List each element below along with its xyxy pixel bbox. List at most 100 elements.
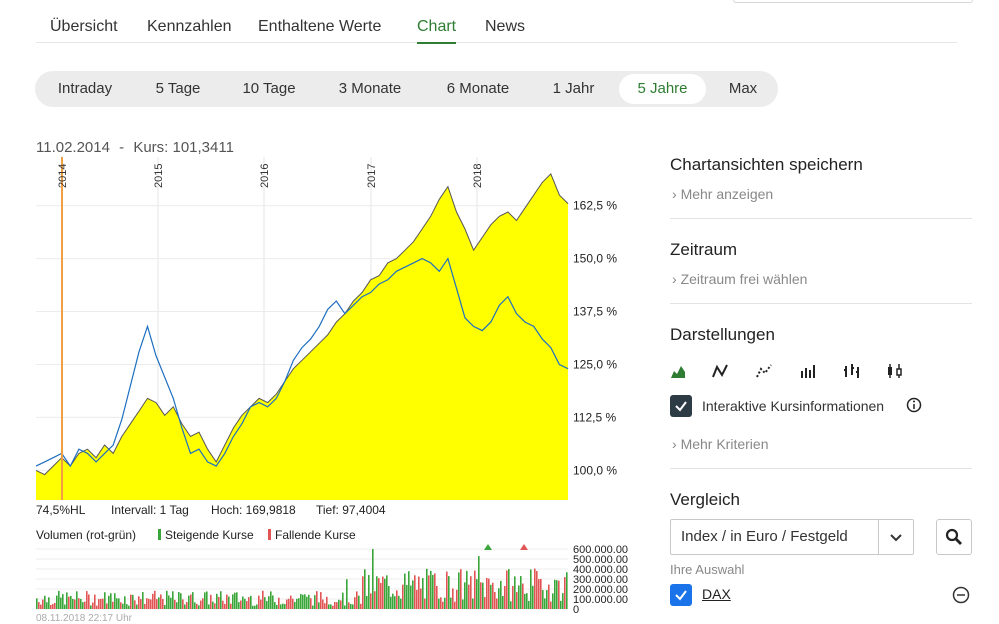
period-1-jahr[interactable]: 1 Jahr xyxy=(552,80,595,97)
volume-bar xyxy=(326,596,328,609)
more-criteria-link[interactable]: › Mehr Kriterien xyxy=(672,436,768,452)
volume-bar xyxy=(214,603,216,609)
chevron-down-icon[interactable] xyxy=(878,520,913,554)
volume-bar xyxy=(294,601,296,609)
volume-bar xyxy=(44,595,46,609)
volume-bar xyxy=(392,593,394,609)
top-search-field[interactable] xyxy=(733,0,973,3)
chart-info-separator: - xyxy=(119,139,125,156)
volume-bar xyxy=(258,595,260,609)
volume-bar xyxy=(278,597,280,609)
line-chart-icon[interactable] xyxy=(712,363,728,384)
interactive-info-label: Interaktive Kursinformationen xyxy=(702,398,885,414)
volume-bar xyxy=(220,591,222,609)
volume-bar xyxy=(90,605,92,609)
y-tick-label: 150,0 % xyxy=(573,252,617,266)
volume-bar xyxy=(350,603,352,609)
x-tick-label: 2018 xyxy=(472,164,484,188)
tab-news[interactable]: News xyxy=(485,18,526,35)
tab-kennzahlen[interactable]: Kennzahlen xyxy=(147,18,232,35)
volume-bar xyxy=(180,593,182,609)
compare-search-button[interactable] xyxy=(936,519,972,555)
volume-bar xyxy=(52,603,54,609)
tab-enthaltene-werte[interactable]: Enthaltene Werte xyxy=(258,18,382,35)
volume-bar xyxy=(480,582,482,609)
volume-bar xyxy=(194,602,196,609)
volume-bar xyxy=(418,576,420,609)
period-free-select-label: Zeitraum frei wählen xyxy=(680,271,808,287)
volume-bar xyxy=(94,594,96,609)
volume-bar xyxy=(78,598,80,609)
volume-bar xyxy=(132,594,134,609)
y-tick-label: 162,5 % xyxy=(573,199,617,213)
volume-bar xyxy=(118,598,120,609)
dax-link[interactable]: DAX xyxy=(702,586,731,602)
save-views-more-link[interactable]: › Mehr anzeigen xyxy=(672,186,773,202)
your-selection-label: Ihre Auswahl xyxy=(670,562,745,577)
series-line-main xyxy=(35,173,569,476)
area-chart-icon[interactable] xyxy=(670,363,686,384)
candlestick-icon[interactable] xyxy=(886,363,904,384)
volume-bar xyxy=(196,603,198,609)
volume-bar xyxy=(130,594,132,609)
ohlc-bars-icon[interactable] xyxy=(800,363,818,384)
compare-select[interactable]: Index / in Euro / Festgeld xyxy=(670,519,914,555)
volume-bar xyxy=(158,597,160,609)
period-5-tage[interactable]: 5 Tage xyxy=(155,80,201,97)
volume-bar xyxy=(532,585,534,609)
volume-bar xyxy=(74,599,76,609)
period-10-tage[interactable]: 10 Tage xyxy=(242,80,296,97)
volume-bar xyxy=(440,597,442,609)
price-chart[interactable]: 2014 2015 2016 2017 2018 162,5 % 150,0 % 137,5 … xyxy=(0,152,640,507)
hlc-bars-icon[interactable] xyxy=(843,363,861,384)
period-max[interactable]: Max xyxy=(728,80,758,97)
period-intraday[interactable]: Intraday xyxy=(57,80,113,97)
volume-bar xyxy=(38,602,40,609)
info-icon[interactable] xyxy=(906,397,922,418)
remove-circle-icon[interactable] xyxy=(952,586,970,609)
volume-bar xyxy=(518,585,520,609)
volume-bar xyxy=(566,572,568,609)
dotted-line-icon[interactable] xyxy=(756,363,772,384)
period-free-select-link[interactable]: › Zeitraum frei wählen xyxy=(672,271,807,287)
volume-bar xyxy=(142,592,144,609)
volume-bar xyxy=(268,596,270,609)
chart-info-price: Kurs: 101,3411 xyxy=(133,139,234,156)
volume-chart[interactable]: 600.000.00 500.000.00 400.000.00 300.000.00… xyxy=(0,540,640,619)
volume-chart-svg[interactable]: 600.000.00500.000.00400.000.00300.000.00… xyxy=(0,540,640,616)
volume-bar xyxy=(148,598,150,609)
volume-bar xyxy=(414,575,416,609)
volume-bar xyxy=(154,590,156,609)
tab-chart[interactable]: Chart xyxy=(417,18,457,44)
period-6-monate[interactable]: 6 Monate xyxy=(446,80,510,97)
volume-bar xyxy=(252,605,254,609)
volume-bar xyxy=(334,602,336,609)
y-tick-label: 137,5 % xyxy=(573,305,617,319)
volume-bar xyxy=(70,595,72,609)
period-selector: Intraday 5 Tage 10 Tage 3 Monate 6 Monat… xyxy=(35,71,778,107)
series-line-compare xyxy=(35,257,569,468)
volume-bar xyxy=(146,598,148,609)
period-3-monate[interactable]: 3 Monate xyxy=(338,80,402,97)
volume-bar xyxy=(114,593,116,609)
dax-checkbox[interactable] xyxy=(670,584,692,606)
volume-bar xyxy=(424,598,426,609)
volume-bar xyxy=(178,592,180,609)
price-chart-svg[interactable]: 2014 2015 2016 2017 2018 162,5 % 150,0 % 137,5 … xyxy=(0,152,640,502)
footer-timestamp: 08.11.2018 22:17 Uhr xyxy=(36,613,133,624)
volume-bar xyxy=(386,575,388,609)
volume-bar xyxy=(96,605,98,609)
interactive-info-checkbox[interactable] xyxy=(670,395,692,417)
volume-bar xyxy=(382,576,384,609)
falling-color-swatch xyxy=(268,529,271,540)
tab-uebersicht[interactable]: Übersicht xyxy=(50,18,118,35)
x-tick-label: 2014 xyxy=(57,164,69,188)
volume-bar xyxy=(548,584,550,609)
volume-bar xyxy=(100,598,102,609)
volume-bar xyxy=(54,602,56,609)
volume-bar xyxy=(322,599,324,609)
period-5-jahre[interactable]: 5 Jahre xyxy=(619,74,706,104)
volume-bar xyxy=(524,593,526,609)
volume-bar xyxy=(470,576,472,609)
volume-bar xyxy=(98,599,100,609)
